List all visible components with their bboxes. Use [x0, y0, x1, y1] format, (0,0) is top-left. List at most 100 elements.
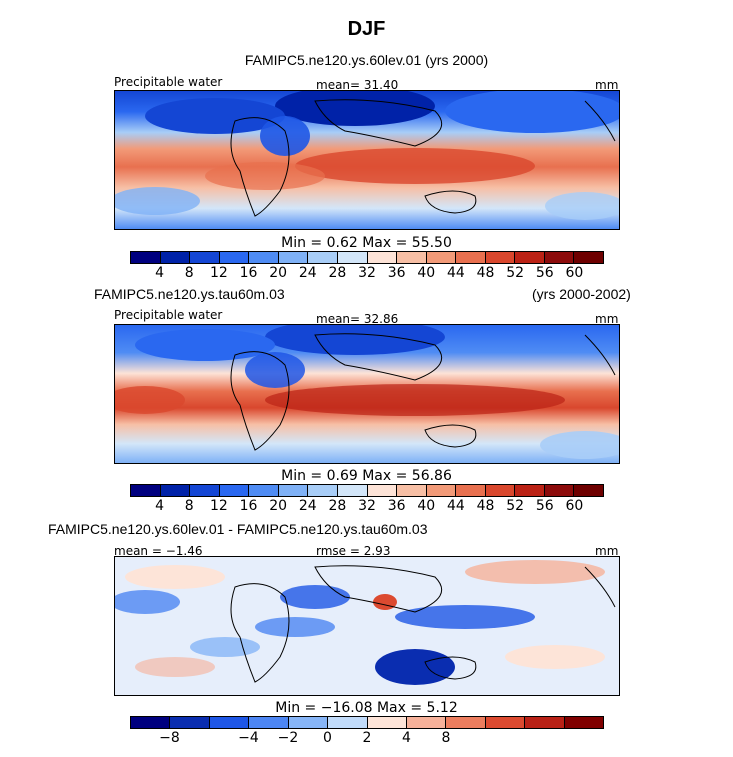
colorbar-swatch [131, 717, 171, 728]
colorbar-tick-label: 20 [269, 265, 288, 281]
colorbar-swatch [485, 485, 516, 496]
colorbar-swatch [160, 485, 191, 496]
colorbar-tick-label: 44 [446, 498, 465, 514]
colorbar-swatch [574, 252, 603, 263]
panel-2-colorbar [130, 484, 604, 497]
colorbar-swatch [160, 252, 191, 263]
panel-1-subtitle: FAMIPC5.ne120.ys.60lev.01 (yrs 2000) [244, 52, 489, 68]
colorbar-swatch [426, 252, 457, 263]
colorbar-swatch [190, 485, 220, 496]
colorbar-swatch [278, 252, 309, 263]
colorbar-swatch [406, 717, 447, 728]
colorbar-swatch [525, 717, 565, 728]
panel-1-minmax: Min = 0.62 Max = 55.50 [281, 235, 452, 251]
colorbar-swatch [397, 252, 427, 263]
colorbar-tick-label: 12 [209, 265, 228, 281]
colorbar-tick-label: 32 [358, 498, 376, 514]
colorbar-swatch [337, 252, 368, 263]
colorbar-swatch [288, 717, 329, 728]
colorbar-tick-label: 60 [565, 498, 584, 514]
colorbar-tick-label: 56 [535, 498, 554, 514]
colorbar-swatch [446, 717, 486, 728]
colorbar-tick-label: 48 [476, 498, 495, 514]
colorbar-swatch [308, 252, 338, 263]
panel-2-minmax: Min = 0.69 Max = 56.86 [281, 468, 452, 484]
colorbar-tick-label: −8 [159, 730, 180, 746]
panel-3-colorbar [130, 716, 604, 729]
figure-title: DJF [347, 18, 386, 40]
colorbar-swatch [209, 717, 250, 728]
panel-2-map [114, 324, 620, 464]
colorbar-tick-label: 24 [298, 498, 317, 514]
panel-2-map-svg [115, 325, 619, 463]
colorbar-swatch [426, 485, 457, 496]
colorbar-swatch [170, 717, 210, 728]
colorbar-swatch [515, 485, 545, 496]
colorbar-swatch [544, 252, 575, 263]
panel-2-subtitle-years: (yrs 2000-2002) [532, 286, 631, 302]
colorbar-tick-label: −4 [238, 730, 259, 746]
colorbar-swatch [564, 717, 604, 728]
colorbar-swatch [219, 252, 250, 263]
colorbar-tick-label: 12 [209, 498, 228, 514]
panel-1-units-label: mm [595, 78, 619, 92]
panel-3-rmse-label: rmse = 2.93 [316, 544, 391, 558]
colorbar-tick-label: 8 [441, 730, 451, 746]
panel-3-map [114, 556, 620, 696]
colorbar-tick-label: 20 [269, 498, 288, 514]
colorbar-swatch [278, 485, 309, 496]
colorbar-swatch [131, 485, 161, 496]
colorbar-swatch [397, 485, 427, 496]
colorbar-swatch [515, 252, 545, 263]
colorbar-tick-label: 0 [323, 730, 332, 746]
panel-1-map [114, 90, 620, 230]
colorbar-swatch [456, 485, 486, 496]
colorbar-swatch [485, 717, 526, 728]
colorbar-swatch [249, 717, 289, 728]
panel-1-map-svg [115, 91, 619, 229]
colorbar-swatch [367, 485, 398, 496]
colorbar-swatch [485, 252, 516, 263]
panel-2-subtitle: FAMIPC5.ne120.ys.tau60m.03 [94, 286, 285, 302]
colorbar-tick-label: 44 [446, 265, 465, 281]
colorbar-tick-label: 40 [417, 265, 436, 281]
panel-3-map-svg [115, 557, 619, 695]
colorbar-tick-label: 24 [298, 265, 317, 281]
colorbar-swatch [249, 485, 279, 496]
colorbar-swatch [219, 485, 250, 496]
colorbar-swatch [337, 485, 368, 496]
colorbar-tick-label: 16 [239, 498, 258, 514]
colorbar-swatch [367, 252, 398, 263]
colorbar-tick-label: 56 [535, 265, 554, 281]
colorbar-tick-label: 2 [362, 730, 372, 746]
colorbar-tick-label: 28 [328, 498, 347, 514]
colorbar-swatch [308, 485, 338, 496]
panel-2-units-label: mm [595, 312, 619, 326]
panel-3-subtitle: FAMIPC5.ne120.ys.60lev.01 - FAMIPC5.ne12… [48, 521, 428, 537]
colorbar-tick-label: 36 [387, 265, 406, 281]
colorbar-tick-label: 32 [358, 265, 376, 281]
panel-3-mean-label: mean = −1.46 [114, 544, 203, 558]
panel-2-variable-label: Precipitable water [114, 308, 223, 322]
colorbar-tick-label: 4 [402, 730, 411, 746]
colorbar-swatch [574, 485, 603, 496]
colorbar-tick-label: 8 [184, 498, 194, 514]
colorbar-swatch [367, 717, 407, 728]
colorbar-tick-label: 52 [506, 265, 525, 281]
colorbar-tick-label: 16 [239, 265, 258, 281]
colorbar-tick-label: 60 [565, 265, 584, 281]
colorbar-tick-label: 52 [506, 498, 525, 514]
panel-1-mean-label: mean= 31.40 [316, 78, 399, 92]
colorbar-tick-label: 28 [328, 265, 347, 281]
colorbar-tick-label: −2 [277, 730, 299, 746]
colorbar-swatch [456, 252, 486, 263]
panel-3-minmax: Min = −16.08 Max = 5.12 [275, 700, 458, 716]
colorbar-tick-label: 4 [155, 265, 165, 281]
panel-1-colorbar [130, 251, 604, 264]
colorbar-tick-label: 8 [184, 265, 194, 281]
panel-3-units-label: mm [595, 544, 619, 558]
panel-1-variable-label: Precipitable water [114, 75, 223, 89]
colorbar-tick-label: 4 [155, 498, 165, 514]
colorbar-swatch [131, 252, 161, 263]
colorbar-swatch [249, 252, 279, 263]
